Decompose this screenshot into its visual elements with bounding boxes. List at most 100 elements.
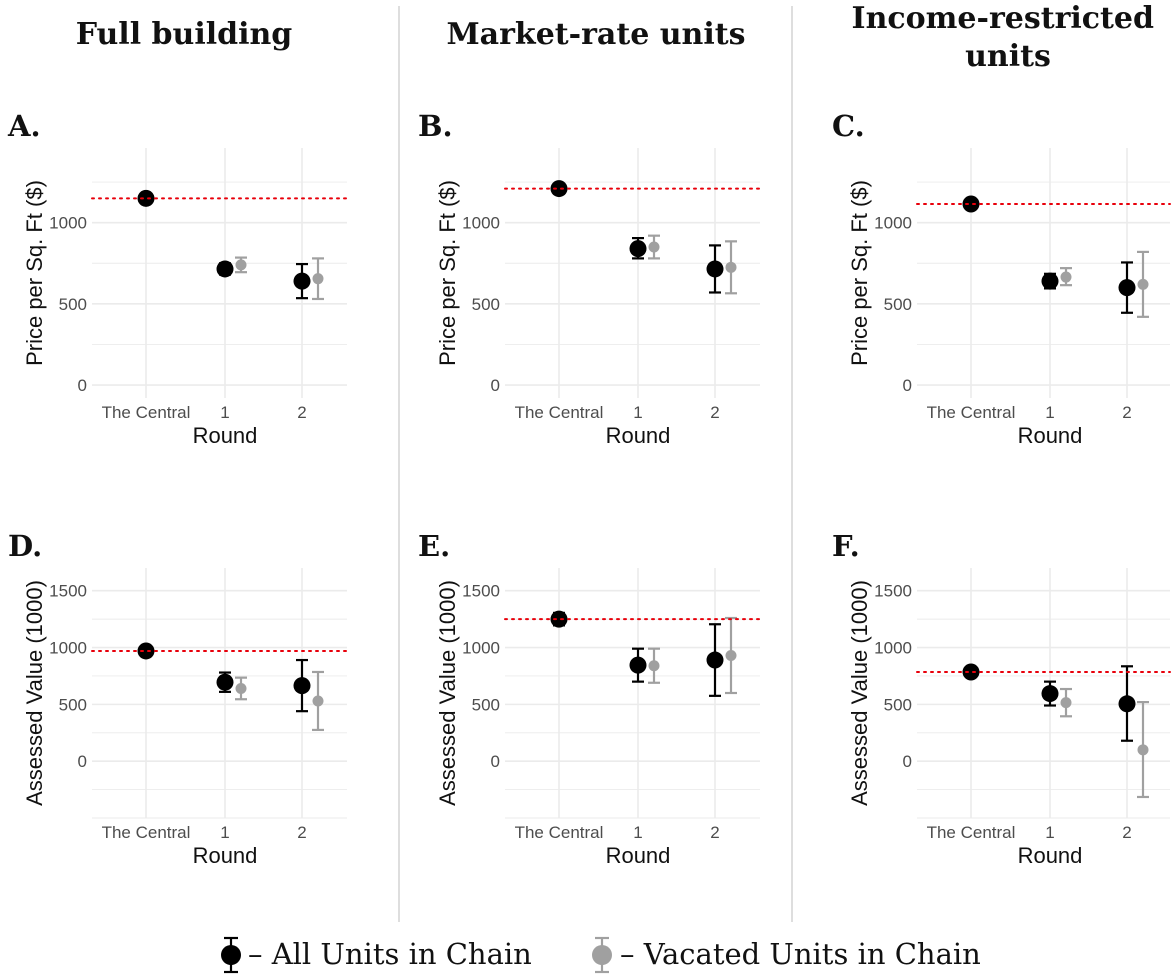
y-tick-label: 1000	[874, 639, 912, 658]
x-tick-label: 1	[633, 403, 642, 422]
data-point-all	[216, 260, 234, 278]
x-tick-label: 1	[220, 823, 229, 842]
y-tick-label: 0	[78, 376, 87, 395]
panel-letter: D.	[8, 529, 42, 563]
x-axis-title: Round	[1018, 843, 1083, 868]
x-tick-label: The Central	[515, 823, 604, 842]
y-tick-label: 500	[884, 695, 912, 714]
data-point-all	[962, 195, 980, 213]
x-tick-label: The Central	[927, 823, 1016, 842]
x-axis-title: Round	[606, 423, 671, 448]
x-tick-label: 2	[710, 403, 719, 422]
data-point-all	[706, 651, 724, 669]
x-tick-label: The Central	[102, 403, 191, 422]
data-point-all	[550, 180, 568, 198]
y-tick-label: 1500	[462, 582, 500, 601]
legend-label-vacated: – Vacated Units in Chain	[620, 937, 981, 971]
data-point-all	[293, 677, 311, 695]
y-tick-label: 0	[491, 376, 500, 395]
y-tick-label: 500	[472, 295, 500, 314]
x-tick-label: The Central	[927, 403, 1016, 422]
panel-letter: B.	[418, 109, 453, 143]
data-point-all	[962, 663, 980, 681]
data-point-vacated	[1137, 278, 1149, 290]
legend-key-vacated	[592, 936, 612, 974]
data-point-vacated	[1137, 744, 1149, 756]
data-point-all	[1041, 685, 1059, 703]
legend-label-all: – All Units in Chain	[248, 937, 532, 971]
y-axis-title: Price per Sq. Ft ($)	[22, 180, 47, 366]
y-tick-label: 0	[903, 752, 912, 771]
y-tick-label: 0	[491, 752, 500, 771]
column-title-full-building: Full building	[76, 17, 293, 52]
y-tick-label: 0	[903, 376, 912, 395]
column-title-income-restricted-line: Income-restricted	[852, 1, 1154, 36]
data-point-vacated	[725, 650, 737, 661]
x-tick-label: 2	[297, 403, 306, 422]
panel-letter: E.	[418, 529, 450, 563]
y-axis-title: Assessed Value (1000)	[435, 580, 460, 806]
data-point-all	[706, 260, 724, 278]
panel-letter: C.	[832, 109, 865, 143]
y-tick-label: 1000	[49, 639, 87, 658]
panel-f: F. 0 500 1000 1500 The Central 1 2 Round Assessed…	[832, 529, 1171, 868]
x-tick-label: 2	[1122, 823, 1131, 842]
y-tick-label: 500	[884, 295, 912, 314]
data-point-vacated	[235, 682, 247, 694]
y-tick-label: 500	[59, 295, 87, 314]
column-title-income-restricted: Income-restricted units	[852, 1, 1165, 74]
x-tick-label: The Central	[515, 403, 604, 422]
data-point-vacated	[312, 695, 324, 707]
x-tick-label: 2	[1122, 403, 1131, 422]
column-title-market-rate: Market-rate units	[446, 17, 745, 52]
panel-b: B. 0 500 1000 The Central 1 2 Round Price per Sq…	[418, 109, 761, 448]
legend-key-all	[221, 936, 241, 974]
y-tick-label: 500	[59, 695, 87, 714]
x-tick-label: 1	[1045, 823, 1054, 842]
data-point-all	[629, 656, 647, 674]
y-axis-title: Price per Sq. Ft ($)	[847, 180, 872, 366]
x-axis-title: Round	[193, 843, 258, 868]
y-axis-title: Assessed Value (1000)	[847, 580, 872, 806]
x-tick-label: 1	[1045, 403, 1054, 422]
data-point-vacated	[235, 259, 247, 271]
x-tick-label: 2	[297, 823, 306, 842]
panel-a: A. 0 500 1000 The Central 1 2 Round Price per Sq…	[7, 109, 348, 448]
x-axis-title: Round	[193, 423, 258, 448]
legend: – All Units in Chain – Vacated Units in …	[221, 936, 981, 974]
panel-letter: A.	[7, 109, 41, 143]
y-tick-label: 0	[78, 752, 87, 771]
y-tick-label: 1000	[49, 214, 87, 233]
x-axis-title: Round	[606, 843, 671, 868]
panel-e: E. 0 500 1000 1500 The Central 1 2 Round Assessed…	[418, 529, 761, 868]
data-point-vacated	[725, 261, 737, 273]
y-tick-label: 500	[472, 695, 500, 714]
data-point-all	[293, 272, 311, 290]
data-point-vacated	[1060, 271, 1072, 283]
x-axis-title: Round	[1018, 423, 1083, 448]
panel-c: C. 0 500 1000 The Central 1 2 Round Price per Sq…	[832, 109, 1171, 448]
data-point-all	[629, 240, 647, 258]
x-tick-label: 2	[710, 823, 719, 842]
y-axis-title: Assessed Value (1000)	[22, 580, 47, 806]
y-tick-label: 1500	[874, 582, 912, 601]
column-title-income-restricted-line: units	[965, 39, 1051, 74]
data-point-vacated	[648, 660, 660, 672]
y-axis-title: Price per Sq. Ft ($)	[435, 180, 460, 366]
data-point-vacated	[312, 273, 324, 285]
y-tick-label: 1000	[874, 214, 912, 233]
data-point-all	[137, 189, 155, 207]
data-point-all	[1118, 695, 1136, 713]
panel-letter: F.	[832, 529, 860, 563]
data-point-vacated	[1060, 697, 1072, 709]
data-point-all	[1118, 279, 1136, 297]
x-tick-label: 1	[220, 403, 229, 422]
x-tick-label: The Central	[102, 823, 191, 842]
data-point-all	[1041, 272, 1059, 290]
y-tick-label: 1500	[49, 582, 87, 601]
x-tick-label: 1	[633, 823, 642, 842]
data-point-vacated	[648, 241, 660, 253]
data-point-all	[137, 642, 155, 660]
